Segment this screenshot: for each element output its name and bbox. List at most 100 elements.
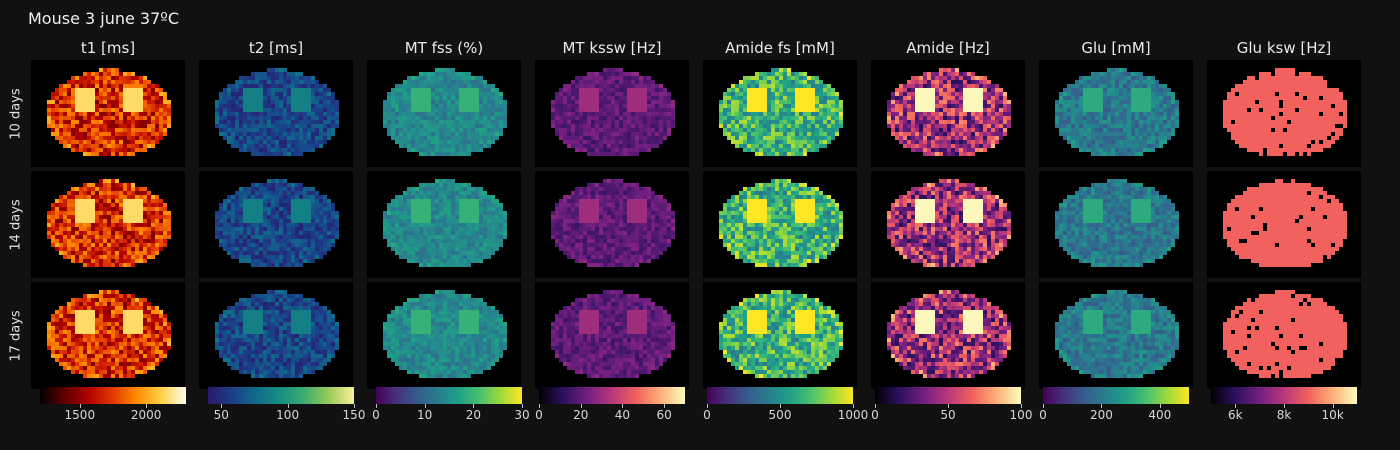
heatmap-cell — [227, 326, 231, 330]
heatmap-cell — [283, 144, 287, 148]
heatmap-cell — [59, 116, 63, 120]
heatmap-cell — [83, 128, 87, 132]
heatmap-cell — [79, 128, 83, 132]
heatmap-cell — [127, 239, 131, 243]
heatmap-cell — [71, 203, 75, 207]
heatmap-cell — [399, 104, 403, 108]
heatmap-cell — [107, 243, 111, 247]
heatmap-cell — [123, 128, 127, 132]
heatmap-cell — [435, 290, 439, 294]
heatmap-cell — [147, 235, 151, 239]
heatmap-cell — [151, 84, 155, 88]
heatmap-cell — [427, 140, 431, 144]
heatmap-cell — [75, 124, 79, 128]
heatmap-cell — [319, 92, 323, 96]
heatmap-cell — [127, 227, 131, 231]
heatmap-cell — [155, 211, 159, 215]
heatmap-cell — [219, 128, 223, 132]
heatmap-cell — [239, 231, 243, 235]
heatmap-cell — [427, 144, 431, 148]
heatmap-cell — [311, 120, 315, 124]
heatmap-cell — [51, 203, 55, 207]
heatmap-cell — [155, 124, 159, 128]
heatmap-cell — [119, 203, 123, 207]
heatmap-cell — [495, 112, 499, 116]
heatmap-cell — [291, 203, 295, 207]
heatmap-cell — [311, 330, 315, 334]
heatmap-cell — [283, 243, 287, 247]
heatmap-cell — [95, 183, 99, 187]
heatmap-cell — [159, 116, 163, 120]
heatmap-cell — [435, 342, 439, 346]
heatmap-cell — [459, 354, 463, 358]
heatmap-cell — [271, 84, 275, 88]
heatmap-cell — [287, 76, 291, 80]
heatmap-cell — [263, 354, 267, 358]
heatmap-cell — [447, 199, 451, 203]
heatmap-cell — [495, 199, 499, 203]
heatmap-cell — [243, 298, 247, 302]
heatmap-cell — [147, 128, 151, 132]
heatmap-cell — [247, 239, 251, 243]
heatmap-cell — [235, 112, 239, 116]
heatmap-cell — [63, 223, 67, 227]
heatmap-cell — [295, 124, 299, 128]
heatmap-cell — [295, 310, 299, 314]
heatmap-cell — [503, 326, 507, 330]
heatmap-cell — [331, 108, 335, 112]
heatmap-cell — [123, 370, 127, 374]
heatmap-cell — [303, 251, 307, 255]
heatmap-cell — [403, 195, 407, 199]
heatmap-cell — [303, 219, 307, 223]
heatmap-cell — [115, 112, 119, 116]
heatmap-cell — [455, 100, 459, 104]
heatmap-cell — [427, 330, 431, 334]
heatmap-cell — [327, 132, 331, 136]
heatmap-cell — [415, 251, 419, 255]
heatmap-cell — [139, 302, 143, 306]
heatmap-cell — [419, 366, 423, 370]
heatmap-cell — [311, 195, 315, 199]
heatmap-cell — [159, 354, 163, 358]
heatmap-cell — [407, 124, 411, 128]
heatmap-cell — [307, 144, 311, 148]
heatmap-cell — [487, 223, 491, 227]
heatmap-cell — [63, 136, 67, 140]
heatmap-cell — [471, 330, 475, 334]
heatmap-cell — [407, 128, 411, 132]
heatmap-cell — [75, 342, 79, 346]
heatmap-cell — [151, 235, 155, 239]
heatmap-cell — [91, 80, 95, 84]
heatmap-cell — [427, 152, 431, 156]
heatmap-cell — [151, 195, 155, 199]
heatmap-cell — [483, 251, 487, 255]
heatmap-cell — [231, 322, 235, 326]
heatmap-cell — [475, 346, 479, 350]
heatmap-cell — [307, 199, 311, 203]
heatmap-cell — [87, 144, 91, 148]
heatmap-cell — [323, 132, 327, 136]
heatmap-cell — [451, 124, 455, 128]
heatmap-cell — [99, 215, 103, 219]
heatmap-cell — [147, 124, 151, 128]
heatmap-cell — [295, 152, 299, 156]
heatmap-cell — [307, 326, 311, 330]
heatmap-cell — [455, 374, 459, 378]
heatmap-cell — [67, 120, 71, 124]
heatmap-cell — [243, 350, 247, 354]
heatmap-cell — [91, 255, 95, 259]
heatmap-cell — [83, 191, 87, 195]
heatmap-cell — [267, 263, 271, 267]
heatmap-cell — [431, 187, 435, 191]
heatmap-cell — [99, 318, 103, 322]
heatmap-cell — [67, 215, 71, 219]
heatmap-cell — [135, 144, 139, 148]
heatmap-cell — [83, 104, 87, 108]
heatmap-cell — [275, 227, 279, 231]
heatmap-cell — [91, 132, 95, 136]
heatmap-cell — [71, 128, 75, 132]
heatmap-cell — [243, 148, 247, 152]
heatmap-cell — [167, 219, 171, 223]
heatmap-cell — [139, 191, 143, 195]
heatmap-cell — [159, 358, 163, 362]
